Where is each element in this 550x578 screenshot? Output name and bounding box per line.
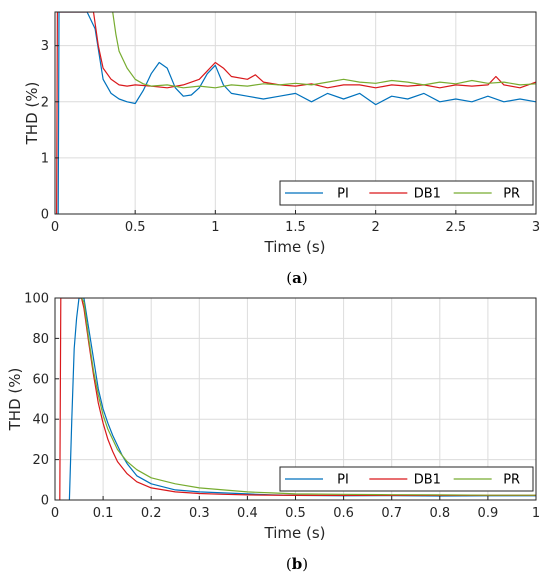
panel-b-x-tick-label: 0.6 bbox=[333, 506, 354, 521]
panel-a-x-tick-label: 2.5 bbox=[445, 220, 466, 235]
panel-a-series-lines bbox=[56, 12, 536, 214]
panel-b-x-tick-label: 0.1 bbox=[93, 506, 114, 521]
panel-a-series-db1 bbox=[56, 12, 536, 214]
panel-b-y-tick-label: 0 bbox=[41, 494, 49, 509]
panel-a-legend: PI DB1 PR bbox=[279, 180, 534, 206]
panel-b-caption: (b) bbox=[286, 555, 308, 573]
panel-a-caption: (a) bbox=[286, 269, 307, 287]
panel-b-x-tick-label: 0.3 bbox=[189, 506, 210, 521]
panel-a-x-tick-label: 0.5 bbox=[125, 220, 146, 235]
panel-a-grid bbox=[54, 12, 537, 215]
panel-b-x-tick-label: 0.7 bbox=[381, 506, 402, 521]
panel-b-legend-label-pr: PR bbox=[503, 473, 520, 488]
panel-a-x-tick-label: 1.5 bbox=[285, 220, 306, 235]
panel-a-legend-label-pr: PR bbox=[503, 187, 520, 202]
panel-b-x-axis-label: Time (s) bbox=[264, 524, 326, 542]
panel-a-x-tick-label: 2 bbox=[372, 220, 380, 235]
panel-a-x-tick-label: 0 bbox=[51, 220, 59, 235]
panel-b-y-tick-label: 80 bbox=[32, 332, 49, 347]
panel-a-series-pi bbox=[57, 12, 536, 214]
panel-a-chart: 0 0.5 1 1.5 2 2.5 3 0 1 2 3 Time (s) THD (%) PI DB1… bbox=[23, 11, 540, 287]
panel-a-ticks: 0 0.5 1 1.5 2 2.5 3 0 1 2 3 bbox=[41, 39, 540, 235]
panel-a-y-tick-label: 3 bbox=[41, 39, 49, 54]
panel-a-x-axis-label: Time (s) bbox=[264, 238, 326, 256]
panel-a-x-tick-label: 1 bbox=[211, 220, 219, 235]
panel-a-y-tick-label: 1 bbox=[41, 151, 49, 166]
panel-b-x-tick-label: 1 bbox=[532, 506, 540, 521]
panel-a-legend-label-pi: PI bbox=[337, 187, 349, 202]
panel-a-legend-label-db1: DB1 bbox=[414, 187, 441, 202]
panel-a-caption-letter: a bbox=[292, 269, 302, 287]
panel-b-y-tick-label: 60 bbox=[32, 372, 49, 387]
panel-b-series-pr bbox=[79, 298, 536, 496]
panel-a-series-pr bbox=[112, 12, 536, 89]
panel-b-series-lines bbox=[59, 298, 536, 500]
panel-b-y-tick-label: 100 bbox=[24, 292, 49, 307]
panel-b-y-axis-label: THD (%) bbox=[6, 368, 24, 432]
panel-b-legend-label-pi: PI bbox=[337, 473, 349, 488]
panel-b-x-tick-label: 0.2 bbox=[141, 506, 162, 521]
panel-a-y-tick-label: 2 bbox=[41, 95, 49, 110]
panel-a-y-axis-label: THD (%) bbox=[23, 82, 41, 146]
panel-b-legend: PI DB1 PR bbox=[279, 466, 534, 492]
panel-b-x-tick-label: 0.5 bbox=[285, 506, 306, 521]
panel-b-x-tick-label: 0 bbox=[51, 506, 59, 521]
panel-b-ticks: 0 0.1 0.2 0.3 0.4 0.5 0.6 0.7 0.8 0.9 1 0 20 40 60 80 10… bbox=[24, 292, 540, 522]
panel-b-x-tick-label: 0.8 bbox=[429, 506, 450, 521]
panel-b-y-tick-label: 40 bbox=[32, 413, 49, 428]
panel-b-x-tick-label: 0.4 bbox=[237, 506, 258, 521]
panel-b-x-tick-label: 0.9 bbox=[478, 506, 499, 521]
panel-b-chart: 0 0.1 0.2 0.3 0.4 0.5 0.6 0.7 0.8 0.9 1 0 20 40 60 80 10… bbox=[6, 292, 540, 574]
panel-a-x-tick-label: 3 bbox=[532, 220, 540, 235]
panel-b-y-tick-label: 20 bbox=[32, 453, 49, 468]
panel-b-caption-letter: b bbox=[292, 555, 303, 573]
panel-b-legend-label-db1: DB1 bbox=[414, 473, 441, 488]
panel-a-y-tick-label: 0 bbox=[41, 208, 49, 223]
